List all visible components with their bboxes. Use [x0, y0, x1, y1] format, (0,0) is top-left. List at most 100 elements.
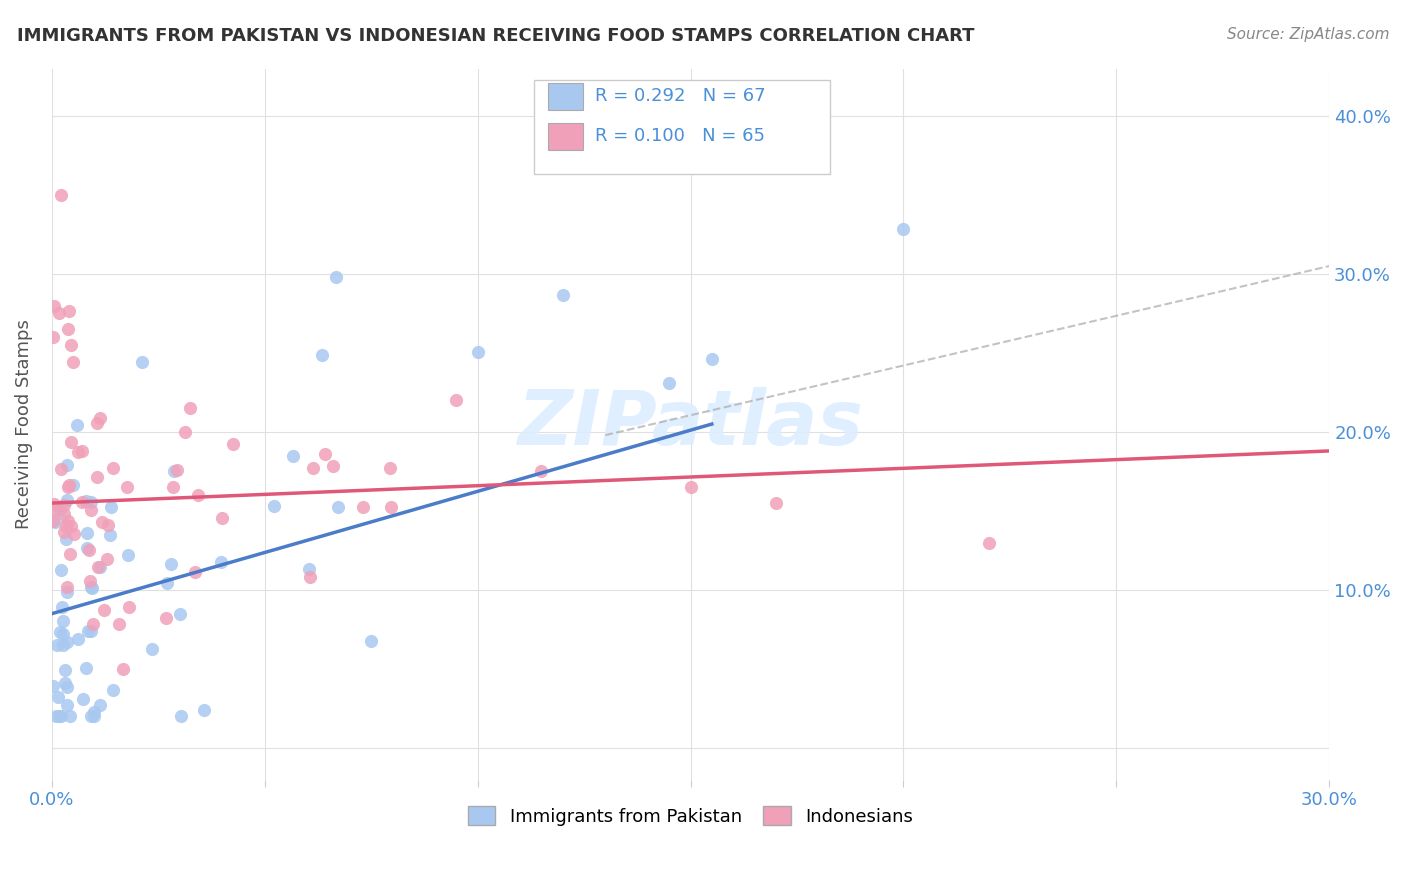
Point: [378, 460, 401, 475]
Point: [59, 709, 82, 723]
Point: [314, 447, 336, 461]
Point: [325, 269, 347, 284]
Point: [72, 692, 94, 706]
Point: [131, 355, 153, 369]
Point: [893, 222, 915, 236]
Point: [66, 418, 89, 433]
Point: [86, 470, 108, 484]
Point: [56, 493, 79, 508]
Point: [60, 435, 83, 450]
Point: [55, 519, 77, 533]
Point: [44, 515, 66, 529]
Point: [96, 552, 118, 566]
Text: Source: ZipAtlas.com: Source: ZipAtlas.com: [1226, 27, 1389, 42]
Point: [551, 288, 574, 302]
Point: [63, 526, 86, 541]
Point: [52, 639, 75, 653]
Point: [75, 660, 97, 674]
Point: [52, 525, 75, 540]
Point: [56, 322, 79, 336]
Point: [76, 541, 98, 555]
Point: [42, 514, 65, 528]
Point: [166, 463, 188, 477]
Point: [162, 480, 184, 494]
Point: [45, 709, 67, 723]
Point: [977, 535, 1000, 549]
Point: [103, 683, 125, 698]
Point: [100, 500, 122, 514]
Point: [70, 494, 93, 508]
Point: [97, 517, 120, 532]
Point: [48, 708, 70, 723]
Point: [298, 570, 321, 584]
Point: [77, 624, 100, 638]
Point: [179, 401, 201, 415]
Text: IMMIGRANTS FROM PAKISTAN VS INDONESIAN RECEIVING FOOD STAMPS CORRELATION CHART: IMMIGRANTS FROM PAKISTAN VS INDONESIAN R…: [17, 27, 974, 45]
Point: [58, 304, 80, 318]
Point: [141, 641, 163, 656]
Point: [80, 624, 103, 639]
Point: [58, 478, 80, 492]
Point: [93, 603, 115, 617]
Point: [174, 425, 197, 439]
Legend: Immigrants from Pakistan, Indonesians: Immigrants from Pakistan, Indonesians: [460, 797, 922, 835]
Text: R = 0.100   N = 65: R = 0.100 N = 65: [595, 128, 765, 145]
Point: [46, 690, 69, 704]
Point: [55, 533, 77, 547]
Point: [221, 437, 243, 451]
Point: [380, 500, 402, 514]
Point: [80, 580, 103, 594]
Point: [679, 480, 702, 494]
Point: [44, 503, 66, 517]
Point: [155, 611, 177, 625]
Text: R = 0.292   N = 67: R = 0.292 N = 67: [595, 87, 765, 105]
Point: [52, 627, 75, 641]
Point: [352, 500, 374, 515]
Point: [70, 444, 93, 458]
Point: [184, 566, 207, 580]
Point: [80, 502, 103, 516]
Point: [80, 581, 103, 595]
Point: [45, 638, 67, 652]
Point: [49, 563, 72, 577]
Point: [108, 616, 131, 631]
Point: [53, 663, 76, 677]
Point: [163, 464, 186, 478]
Point: [83, 705, 105, 719]
Point: [75, 494, 97, 508]
Point: [52, 615, 75, 629]
Point: [211, 510, 233, 524]
Point: [111, 662, 134, 676]
Point: [67, 444, 90, 458]
Point: [48, 306, 70, 320]
Point: [301, 461, 323, 475]
Y-axis label: Receiving Food Stamps: Receiving Food Stamps: [15, 319, 32, 529]
Point: [66, 632, 89, 646]
Point: [87, 560, 110, 574]
Point: [89, 698, 111, 713]
Point: [56, 458, 79, 472]
Point: [90, 516, 112, 530]
Point: [193, 703, 215, 717]
Point: [59, 338, 82, 352]
Point: [62, 355, 84, 369]
Point: [44, 496, 66, 510]
Point: [49, 188, 72, 202]
Point: [98, 528, 121, 542]
Point: [160, 557, 183, 571]
Point: [60, 518, 83, 533]
Point: [89, 411, 111, 425]
Point: [700, 352, 723, 367]
Point: [156, 575, 179, 590]
Point: [49, 709, 72, 723]
Point: [298, 562, 321, 576]
Point: [765, 496, 787, 510]
Point: [56, 480, 79, 494]
Point: [117, 548, 139, 562]
Point: [89, 560, 111, 574]
Point: [530, 465, 553, 479]
Point: [186, 488, 208, 502]
Point: [49, 624, 72, 639]
Point: [86, 417, 108, 431]
Point: [82, 617, 104, 632]
